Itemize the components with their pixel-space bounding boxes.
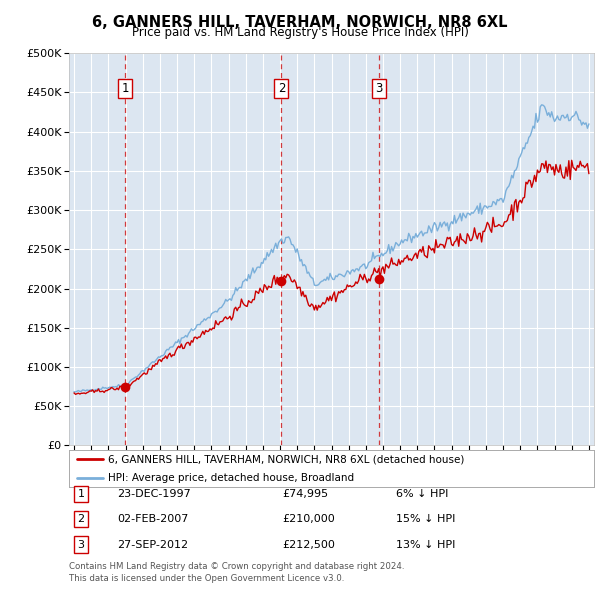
Text: HPI: Average price, detached house, Broadland: HPI: Average price, detached house, Broa…	[109, 473, 355, 483]
Text: £74,995: £74,995	[282, 489, 328, 499]
Text: 6, GANNERS HILL, TAVERHAM, NORWICH, NR8 6XL: 6, GANNERS HILL, TAVERHAM, NORWICH, NR8 …	[92, 15, 508, 30]
Text: Contains HM Land Registry data © Crown copyright and database right 2024.: Contains HM Land Registry data © Crown c…	[69, 562, 404, 571]
Text: 1: 1	[121, 82, 129, 95]
Text: 23-DEC-1997: 23-DEC-1997	[117, 489, 191, 499]
Text: 6% ↓ HPI: 6% ↓ HPI	[396, 489, 448, 499]
Text: 15% ↓ HPI: 15% ↓ HPI	[396, 514, 455, 524]
Text: 13% ↓ HPI: 13% ↓ HPI	[396, 540, 455, 549]
Text: 27-SEP-2012: 27-SEP-2012	[117, 540, 188, 549]
Text: 02-FEB-2007: 02-FEB-2007	[117, 514, 188, 524]
Text: £212,500: £212,500	[282, 540, 335, 549]
Text: Price paid vs. HM Land Registry's House Price Index (HPI): Price paid vs. HM Land Registry's House …	[131, 26, 469, 39]
Text: 2: 2	[278, 82, 285, 95]
Text: This data is licensed under the Open Government Licence v3.0.: This data is licensed under the Open Gov…	[69, 574, 344, 583]
Text: 1: 1	[77, 489, 85, 499]
Text: 3: 3	[375, 82, 382, 95]
Text: 3: 3	[77, 540, 85, 549]
Text: 6, GANNERS HILL, TAVERHAM, NORWICH, NR8 6XL (detached house): 6, GANNERS HILL, TAVERHAM, NORWICH, NR8 …	[109, 454, 465, 464]
Text: £210,000: £210,000	[282, 514, 335, 524]
Text: 2: 2	[77, 514, 85, 524]
